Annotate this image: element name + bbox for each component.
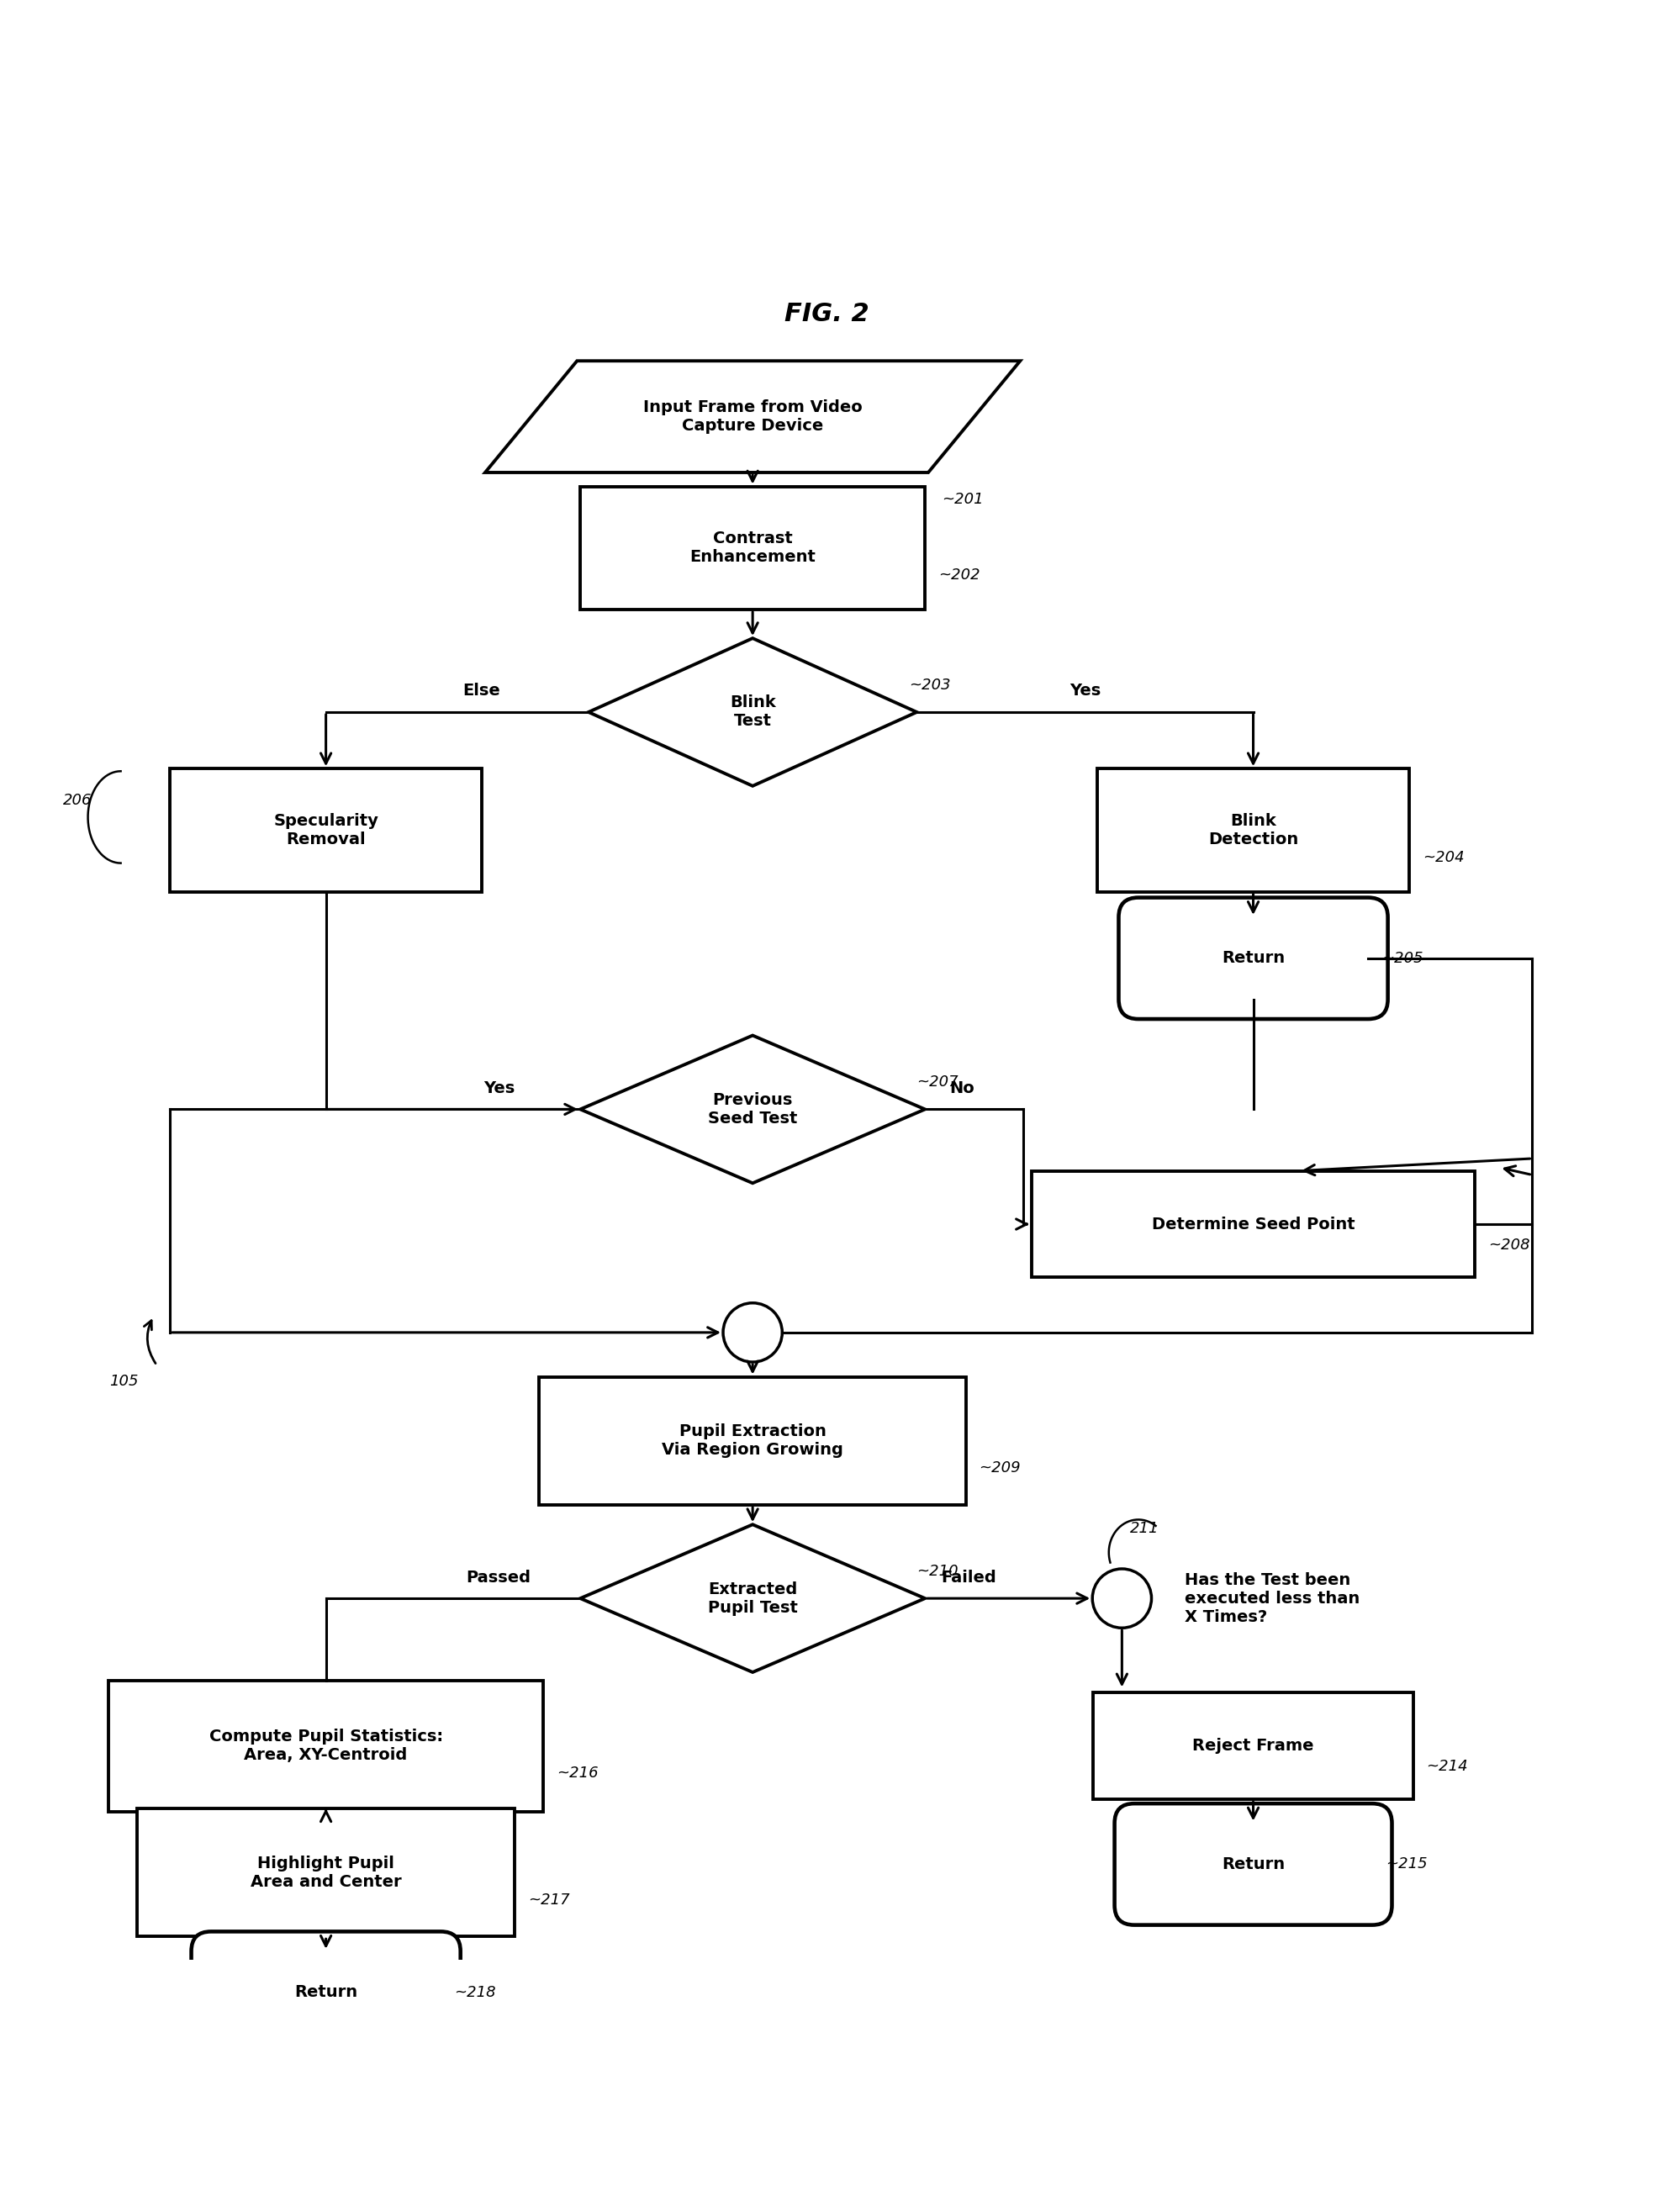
Text: Reject Frame: Reject Frame bbox=[1192, 1739, 1314, 1754]
Text: ~209: ~209 bbox=[979, 1460, 1022, 1475]
Text: Contrast
Enhancement: Contrast Enhancement bbox=[689, 531, 815, 566]
Text: Blink
Test: Blink Test bbox=[729, 695, 775, 730]
Text: ~214: ~214 bbox=[1427, 1759, 1468, 1774]
Text: ~202: ~202 bbox=[939, 568, 980, 582]
FancyBboxPatch shape bbox=[1114, 1803, 1392, 1924]
FancyBboxPatch shape bbox=[109, 1681, 544, 1812]
Text: Failed: Failed bbox=[942, 1568, 997, 1586]
Text: Else: Else bbox=[463, 684, 501, 699]
FancyBboxPatch shape bbox=[1119, 898, 1389, 1020]
Text: ~201: ~201 bbox=[942, 493, 984, 507]
FancyBboxPatch shape bbox=[192, 1931, 461, 2053]
Text: Blink
Detection: Blink Detection bbox=[1208, 814, 1298, 847]
Text: ~207: ~207 bbox=[917, 1075, 959, 1091]
Text: Has the Test been
executed less than
X Times?: Has the Test been executed less than X T… bbox=[1184, 1573, 1359, 1626]
Text: Yes: Yes bbox=[1069, 684, 1101, 699]
Text: Return: Return bbox=[294, 1984, 357, 2000]
Text: Yes: Yes bbox=[483, 1079, 514, 1097]
Text: Passed: Passed bbox=[466, 1568, 531, 1586]
Text: Specularity
Removal: Specularity Removal bbox=[273, 814, 379, 847]
Polygon shape bbox=[580, 1035, 926, 1183]
Text: Compute Pupil Statistics:
Area, XY-Centroid: Compute Pupil Statistics: Area, XY-Centr… bbox=[208, 1730, 443, 1763]
FancyBboxPatch shape bbox=[539, 1376, 965, 1504]
Text: ~210: ~210 bbox=[917, 1564, 959, 1579]
FancyBboxPatch shape bbox=[1031, 1170, 1474, 1279]
Text: Pupil Extraction
Via Region Growing: Pupil Extraction Via Region Growing bbox=[661, 1425, 843, 1458]
Text: Determine Seed Point: Determine Seed Point bbox=[1152, 1217, 1355, 1232]
Text: Previous
Seed Test: Previous Seed Test bbox=[707, 1093, 797, 1126]
Text: 206: 206 bbox=[63, 794, 93, 807]
Text: Extracted
Pupil Test: Extracted Pupil Test bbox=[707, 1582, 797, 1615]
Circle shape bbox=[1093, 1568, 1152, 1628]
Text: ~205: ~205 bbox=[1382, 951, 1423, 967]
Text: ~203: ~203 bbox=[909, 677, 950, 692]
Polygon shape bbox=[588, 639, 917, 785]
Text: 105: 105 bbox=[109, 1374, 139, 1389]
Text: ~216: ~216 bbox=[557, 1765, 598, 1781]
Polygon shape bbox=[484, 361, 1020, 473]
Text: ~217: ~217 bbox=[527, 1891, 570, 1907]
Text: No: No bbox=[949, 1079, 975, 1097]
FancyBboxPatch shape bbox=[1093, 1692, 1413, 1798]
Circle shape bbox=[722, 1303, 782, 1363]
Text: Highlight Pupil
Area and Center: Highlight Pupil Area and Center bbox=[250, 1856, 402, 1889]
Text: 211: 211 bbox=[1131, 1522, 1159, 1535]
FancyBboxPatch shape bbox=[1098, 770, 1408, 891]
Text: Return: Return bbox=[1222, 1856, 1284, 1871]
Polygon shape bbox=[580, 1524, 926, 1672]
Text: Input Frame from Video
Capture Device: Input Frame from Video Capture Device bbox=[643, 400, 863, 434]
Text: ~204: ~204 bbox=[1422, 849, 1465, 865]
Text: ~208: ~208 bbox=[1488, 1237, 1529, 1252]
FancyBboxPatch shape bbox=[580, 487, 926, 611]
Text: Return: Return bbox=[1222, 951, 1284, 967]
FancyBboxPatch shape bbox=[137, 1809, 514, 1936]
FancyBboxPatch shape bbox=[170, 770, 481, 891]
Text: ~215: ~215 bbox=[1385, 1856, 1427, 1871]
Text: ~218: ~218 bbox=[455, 1984, 496, 2000]
Text: FIG. 2: FIG. 2 bbox=[784, 301, 869, 325]
